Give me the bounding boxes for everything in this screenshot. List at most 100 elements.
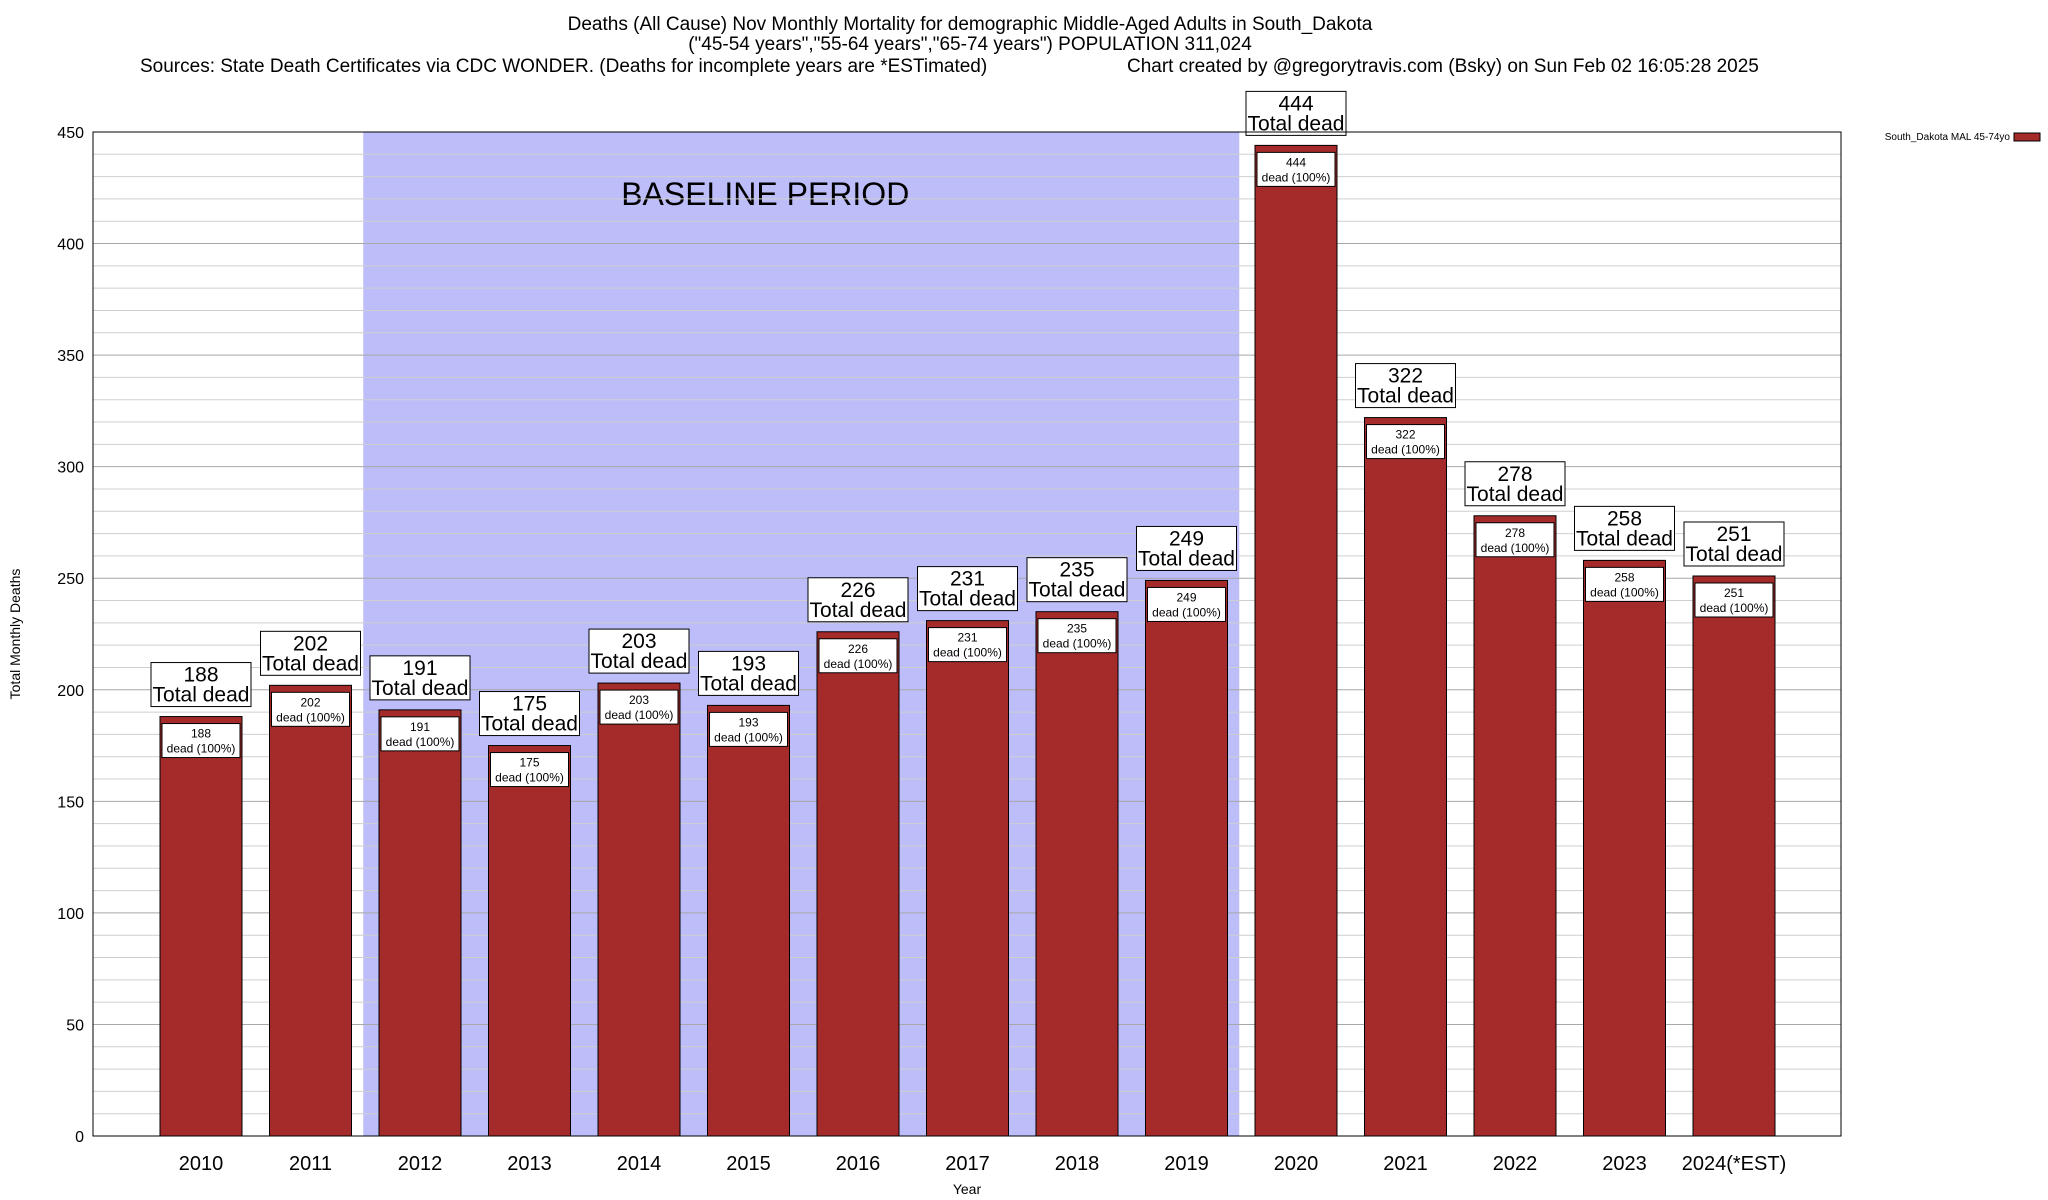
- bar: [488, 745, 571, 1137]
- bar-top-label: Total dead: [262, 652, 359, 675]
- bar-inner-value: 188: [191, 727, 211, 741]
- bar-inner-value: 444: [1286, 155, 1306, 169]
- y-tick-label: 400: [57, 237, 84, 254]
- y-tick-label: 100: [57, 906, 84, 923]
- bar-inner-label: dead (100%): [714, 730, 783, 744]
- bar-top-label-box: [807, 577, 909, 623]
- y-axis: 0 50 100 150 200 250 300 350 400 450: [57, 125, 84, 1146]
- bar-top-value: 258: [1607, 507, 1642, 530]
- bar-inner-label: dead (100%): [824, 657, 893, 671]
- bar-inner-value: 202: [300, 695, 320, 709]
- bar: [1692, 575, 1776, 1137]
- x-tick-label: 2012: [398, 1153, 443, 1175]
- bar-inner-value: 203: [629, 693, 649, 707]
- bar-inner-label-box: [271, 691, 350, 727]
- bar-inner-label: dead (100%): [1262, 170, 1331, 184]
- bar-top-label: Total dead: [1138, 547, 1235, 570]
- bar-top-label: Total dead: [153, 684, 250, 707]
- bar-top-value: 193: [731, 652, 766, 675]
- bar: [269, 684, 352, 1137]
- bar-inner-label: dead (100%): [1700, 601, 1769, 615]
- bar-top-value: 188: [183, 664, 218, 687]
- bar: [597, 682, 681, 1137]
- legend-swatch: [2013, 132, 2041, 142]
- bar-top-label-box: [369, 655, 471, 701]
- bar-top-label-box: [1574, 505, 1675, 551]
- x-axis-label: Year: [953, 1181, 982, 1197]
- bar-top-label-box: [1026, 557, 1128, 603]
- x-tick-label: 2024(*EST): [1682, 1153, 1787, 1175]
- bar: [707, 704, 790, 1137]
- x-tick-label: 2014: [617, 1153, 662, 1175]
- bar-inner-value: 251: [1724, 586, 1744, 600]
- bar: [1254, 144, 1338, 1137]
- bar-inner-value: 322: [1395, 428, 1415, 442]
- bar-inner-label: dead (100%): [1371, 443, 1440, 457]
- bar-inner-label: dead (100%): [1590, 585, 1659, 599]
- bar-top-label: Total dead: [591, 650, 688, 673]
- bar-top-value: 202: [293, 632, 328, 655]
- bar-inner-value: 193: [738, 715, 758, 729]
- bar-top-label: Total dead: [1576, 527, 1673, 550]
- bar-inner-label-box: [599, 689, 679, 725]
- x-tick-label: 2016: [836, 1153, 881, 1175]
- bar-top-value: 175: [512, 693, 547, 716]
- bar-inner-value: 249: [1176, 590, 1196, 604]
- plot-frame: [92, 131, 1842, 1137]
- y-axis-label: Total Monthly Deaths: [7, 569, 23, 700]
- bar: [1035, 611, 1119, 1137]
- chart-credit: Chart created by @gregorytravis.com (Bsk…: [1127, 56, 1759, 77]
- bar-top-label-box: [1355, 363, 1456, 409]
- bar-top-value: 322: [1388, 365, 1423, 388]
- x-tick-label: 2017: [945, 1153, 990, 1175]
- bar-top-label-box: [1136, 525, 1237, 571]
- bar-top-label-box: [917, 566, 1018, 612]
- bar-inner-label-box: [1475, 522, 1555, 558]
- bar: [1473, 515, 1557, 1137]
- bar-inner-label: dead (100%): [276, 710, 345, 724]
- chart-title-line-2: ("45-54 years","55-64 years","65-74 year…: [688, 34, 1252, 55]
- y-tick-label: 450: [57, 125, 84, 142]
- x-tick-label: 2010: [179, 1153, 224, 1175]
- bar-inner-label-box: [161, 723, 241, 759]
- bar-top-value: 444: [1278, 92, 1313, 115]
- bar-inner-label: dead (100%): [386, 735, 455, 749]
- chart-title-line-1: Deaths (All Cause) Nov Monthly Mortality…: [568, 14, 1373, 35]
- bar-inner-value: 191: [410, 720, 430, 734]
- bar-inner-label: dead (100%): [495, 771, 564, 785]
- bar-top-value: 235: [1059, 559, 1094, 582]
- bar-top-label: Total dead: [919, 588, 1016, 611]
- bar-inner-value: 226: [848, 642, 868, 656]
- bar-inner-value: 235: [1067, 622, 1087, 636]
- bar-top-value: 226: [840, 579, 875, 602]
- x-tick-label: 2018: [1055, 1153, 1100, 1175]
- bar-inner-value: 231: [957, 631, 977, 645]
- y-tick-label: 250: [57, 571, 84, 588]
- bar-top-label: Total dead: [1029, 579, 1126, 602]
- bar-top-label: Total dead: [1686, 543, 1783, 566]
- y-tick-label: 50: [66, 1017, 84, 1034]
- x-tick-label: 2023: [1602, 1153, 1647, 1175]
- bar-top-label: Total dead: [1357, 385, 1454, 408]
- y-tick-label: 300: [57, 460, 84, 477]
- x-tick-label: 2022: [1493, 1153, 1538, 1175]
- bar-top-label-box: [1683, 521, 1785, 567]
- x-axis: 2010 2011 2012 2013 2014 2015 2016 2017 2018 2019…: [179, 1153, 1787, 1175]
- y-tick-label: 0: [75, 1129, 84, 1146]
- bar-top-value: 191: [402, 657, 437, 680]
- bar-inner-label: dead (100%): [167, 742, 236, 756]
- baseline-label: BASELINE PERIOD: [621, 176, 909, 212]
- bar-inner-label-box: [1147, 586, 1226, 622]
- bar-inner-label-box: [709, 711, 788, 747]
- bar-top-label: Total dead: [1248, 112, 1345, 135]
- bar-top-label-box: [588, 628, 690, 674]
- bar-inner-label-box: [490, 752, 569, 788]
- bar-inner-value: 258: [1614, 570, 1634, 584]
- x-tick-label: 2020: [1274, 1153, 1319, 1175]
- bar: [1364, 417, 1447, 1137]
- bar-inner-label: dead (100%): [933, 646, 1002, 660]
- bar-top-label-box: [1245, 90, 1347, 136]
- bar-top-label-box: [479, 691, 580, 737]
- bar-inner-label: dead (100%): [605, 708, 674, 722]
